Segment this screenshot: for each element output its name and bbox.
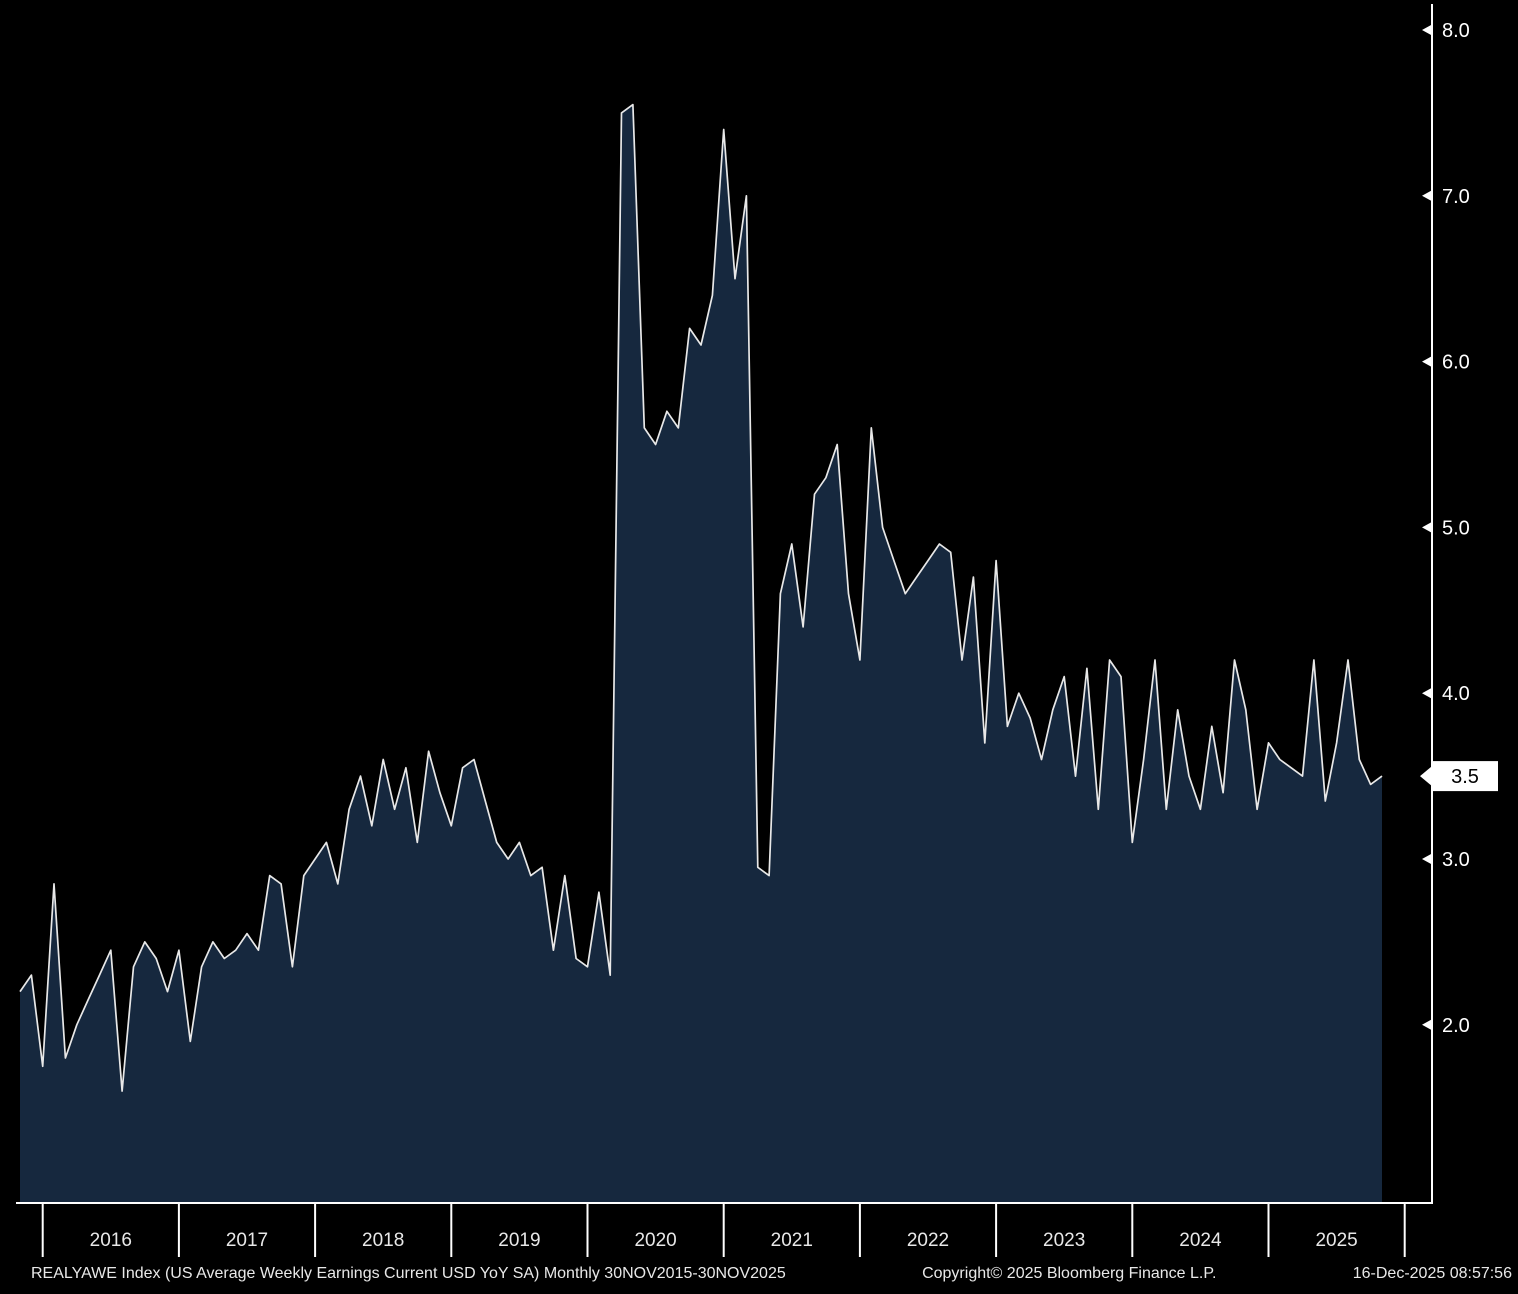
chart-footer: REALYAWE Index (US Average Weekly Earnin… bbox=[0, 1261, 1518, 1287]
x-year-label: 2016 bbox=[90, 1230, 132, 1251]
x-year-label: 2021 bbox=[771, 1230, 813, 1251]
x-year-label: 2020 bbox=[634, 1230, 676, 1251]
area-series-fill bbox=[20, 104, 1382, 1204]
y-tick-label: 8.0 bbox=[1442, 20, 1470, 42]
y-tick-arrow-icon bbox=[1422, 1019, 1432, 1031]
x-year-label: 2023 bbox=[1043, 1230, 1085, 1251]
y-tick-arrow-icon bbox=[1422, 687, 1432, 699]
x-year-label: 2018 bbox=[362, 1230, 404, 1251]
y-tick-label: 4.0 bbox=[1442, 683, 1470, 705]
y-tick-arrow-icon bbox=[1422, 853, 1432, 865]
last-value-label: 3.5 bbox=[1451, 766, 1479, 788]
x-year-label: 2022 bbox=[907, 1230, 949, 1251]
x-year-label: 2025 bbox=[1315, 1230, 1357, 1251]
footer-timestamp: 16-Dec-2025 08:57:56 bbox=[1352, 1265, 1512, 1282]
x-year-label: 2019 bbox=[498, 1230, 540, 1251]
y-tick-arrow-icon bbox=[1422, 190, 1432, 202]
x-year-label: 2024 bbox=[1179, 1230, 1222, 1251]
y-tick-label: 3.0 bbox=[1442, 849, 1470, 871]
footer-description: REALYAWE Index (US Average Weekly Earnin… bbox=[31, 1265, 786, 1282]
line-series bbox=[19, 103, 1383, 1092]
footer-copyright: Copyright© 2025 Bloomberg Finance L.P. bbox=[922, 1265, 1217, 1282]
y-tick-label: 5.0 bbox=[1442, 517, 1470, 539]
x-year-label: 2017 bbox=[226, 1230, 268, 1251]
y-tick-arrow-icon bbox=[1422, 521, 1432, 533]
last-value-arrow-icon bbox=[1420, 766, 1432, 787]
y-tick-label: 2.0 bbox=[1442, 1015, 1470, 1037]
y-tick-arrow-icon bbox=[1422, 356, 1432, 368]
last-value-box bbox=[1432, 761, 1498, 792]
y-tick-label: 6.0 bbox=[1442, 352, 1470, 374]
y-tick-label: 7.0 bbox=[1442, 186, 1470, 208]
y-tick-arrow-icon bbox=[1422, 24, 1432, 36]
